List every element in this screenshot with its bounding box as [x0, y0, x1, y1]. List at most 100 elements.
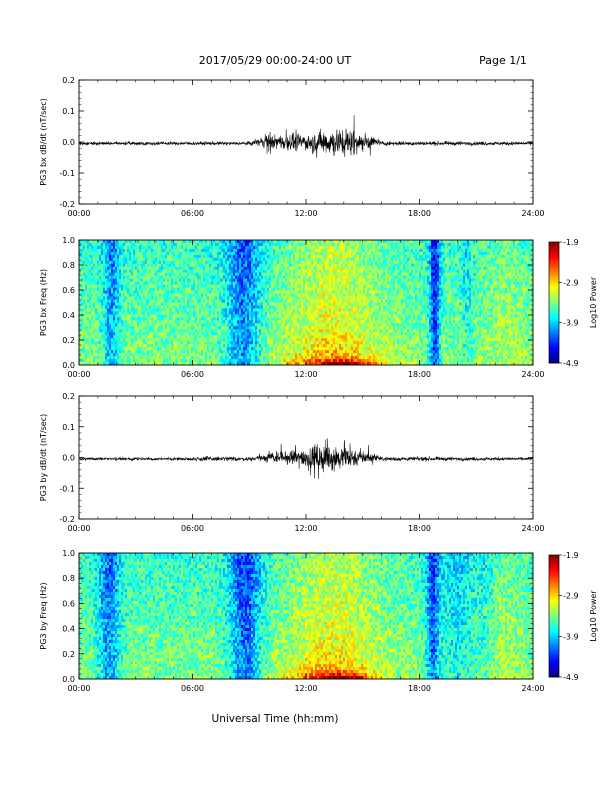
spectrogram-cell: [383, 293, 386, 297]
spectrogram-cell: [185, 242, 188, 247]
spectrogram-cell: [515, 296, 518, 300]
spectrogram-cell: [525, 245, 528, 250]
spectrogram-cell: [483, 272, 486, 277]
spectrogram-cell: [337, 281, 340, 285]
spectrogram-cell: [197, 248, 200, 253]
spectrogram-cell: [129, 251, 132, 256]
spectrogram-cell: [101, 245, 104, 250]
spectrogram-cell: [167, 254, 170, 259]
spectrogram-cell: [413, 272, 416, 277]
spectrogram-cell: [79, 240, 82, 244]
spectrogram-cell: [133, 293, 136, 297]
spectrogram-cell: [139, 287, 142, 291]
spectrogram-cell: [211, 240, 214, 244]
spectrogram-cell: [135, 290, 138, 294]
spectrogram-cell: [415, 240, 418, 244]
spectrogram-cell: [141, 293, 144, 297]
spectrogram-cell: [401, 287, 404, 291]
spectrogram-cell: [497, 251, 500, 256]
spectrogram-cell: [219, 281, 222, 285]
spectrogram-cell: [417, 245, 420, 250]
spectrogram-cell: [145, 275, 148, 280]
spectrogram-cell: [119, 299, 122, 303]
spectrogram-cell: [509, 272, 512, 277]
spectrogram-cell: [439, 290, 442, 294]
spectrogram-cell: [509, 263, 512, 268]
spectrogram-cell: [307, 275, 310, 280]
spectrogram-cell: [391, 275, 394, 280]
spectrogram-cell: [183, 284, 186, 288]
spectrogram-cell: [489, 254, 492, 259]
spectrogram-cell: [271, 281, 274, 285]
spectrogram-cell: [493, 293, 496, 297]
spectrogram-cell: [451, 284, 454, 288]
spectrogram-cell: [509, 290, 512, 294]
spectrogram-cell: [189, 263, 192, 268]
spectrogram-cell: [221, 260, 224, 265]
spectrogram-cell: [233, 257, 236, 262]
spectrogram-cell: [365, 272, 368, 277]
spectrogram-cell: [287, 284, 290, 288]
spectrogram-cell: [461, 275, 464, 280]
spectrogram-cell: [233, 254, 236, 259]
spectrogram-cell: [355, 257, 358, 262]
spectrogram-cell: [161, 275, 164, 280]
spectrogram-cell: [161, 278, 164, 283]
spectrogram-cell: [449, 296, 452, 300]
spectrogram-cell: [215, 254, 218, 259]
spectrogram-cell: [375, 299, 378, 303]
spectrogram-cell: [531, 240, 534, 244]
spectrogram-cell: [249, 251, 252, 256]
spectrogram-cell: [89, 281, 92, 285]
spectrogram-cell: [461, 254, 464, 259]
spectrogram-cell: [399, 269, 402, 274]
spectrogram-cell: [209, 293, 212, 297]
spectrogram-cell: [223, 254, 226, 259]
spectrogram-cell: [251, 251, 254, 256]
spectrogram-cell: [447, 296, 450, 300]
spectrogram-cell: [281, 278, 284, 283]
spectrogram-cell: [517, 299, 520, 303]
spectrogram-cell: [89, 251, 92, 256]
spectrogram-cell: [351, 287, 354, 291]
spectrogram-cell: [177, 296, 180, 300]
spectrogram-cell: [517, 281, 520, 285]
spectrogram-cell: [387, 257, 390, 262]
spectrogram-cell: [375, 269, 378, 274]
spectrogram-cell: [263, 302, 266, 306]
spectrogram-cell: [207, 260, 210, 265]
spectrogram-cell: [421, 284, 424, 288]
spectrogram-cell: [257, 278, 260, 283]
spectrogram-cell: [315, 254, 318, 259]
spectrogram-cell: [385, 296, 388, 300]
spectrogram-cell: [467, 260, 470, 265]
spectrogram-cell: [167, 245, 170, 250]
spectrogram-cell: [241, 269, 244, 274]
spectrogram-cell: [143, 296, 146, 300]
spectrogram-cell: [379, 272, 382, 277]
spectrogram-cell: [441, 240, 444, 244]
spectrogram-cell: [261, 245, 264, 250]
spectrogram-cell: [147, 290, 150, 294]
spectrogram-cell: [493, 260, 496, 265]
spectrogram-cell: [501, 269, 504, 274]
spectrogram-cell: [373, 278, 376, 283]
spectrogram-cell: [273, 302, 276, 306]
spectrogram-cell: [227, 290, 230, 294]
spectrogram-cell: [247, 299, 250, 303]
spectrogram-cell: [139, 245, 142, 250]
spectrogram-cell: [141, 296, 144, 300]
spectrogram-cell: [485, 272, 488, 277]
spectrogram-cell: [479, 278, 482, 283]
spectrogram-cell: [171, 278, 174, 283]
spectrogram-cell: [215, 240, 218, 244]
spectrogram-cell: [371, 240, 374, 244]
spectrogram-cell: [321, 299, 324, 303]
spectrogram-cell: [181, 296, 184, 300]
spectrogram-cell: [479, 272, 482, 277]
spectrogram-cell: [197, 245, 200, 250]
spectrogram-cell: [421, 248, 424, 253]
spectrogram-cell: [365, 245, 368, 250]
spectrogram-cell: [447, 266, 450, 271]
spectrogram-cell: [229, 269, 232, 274]
